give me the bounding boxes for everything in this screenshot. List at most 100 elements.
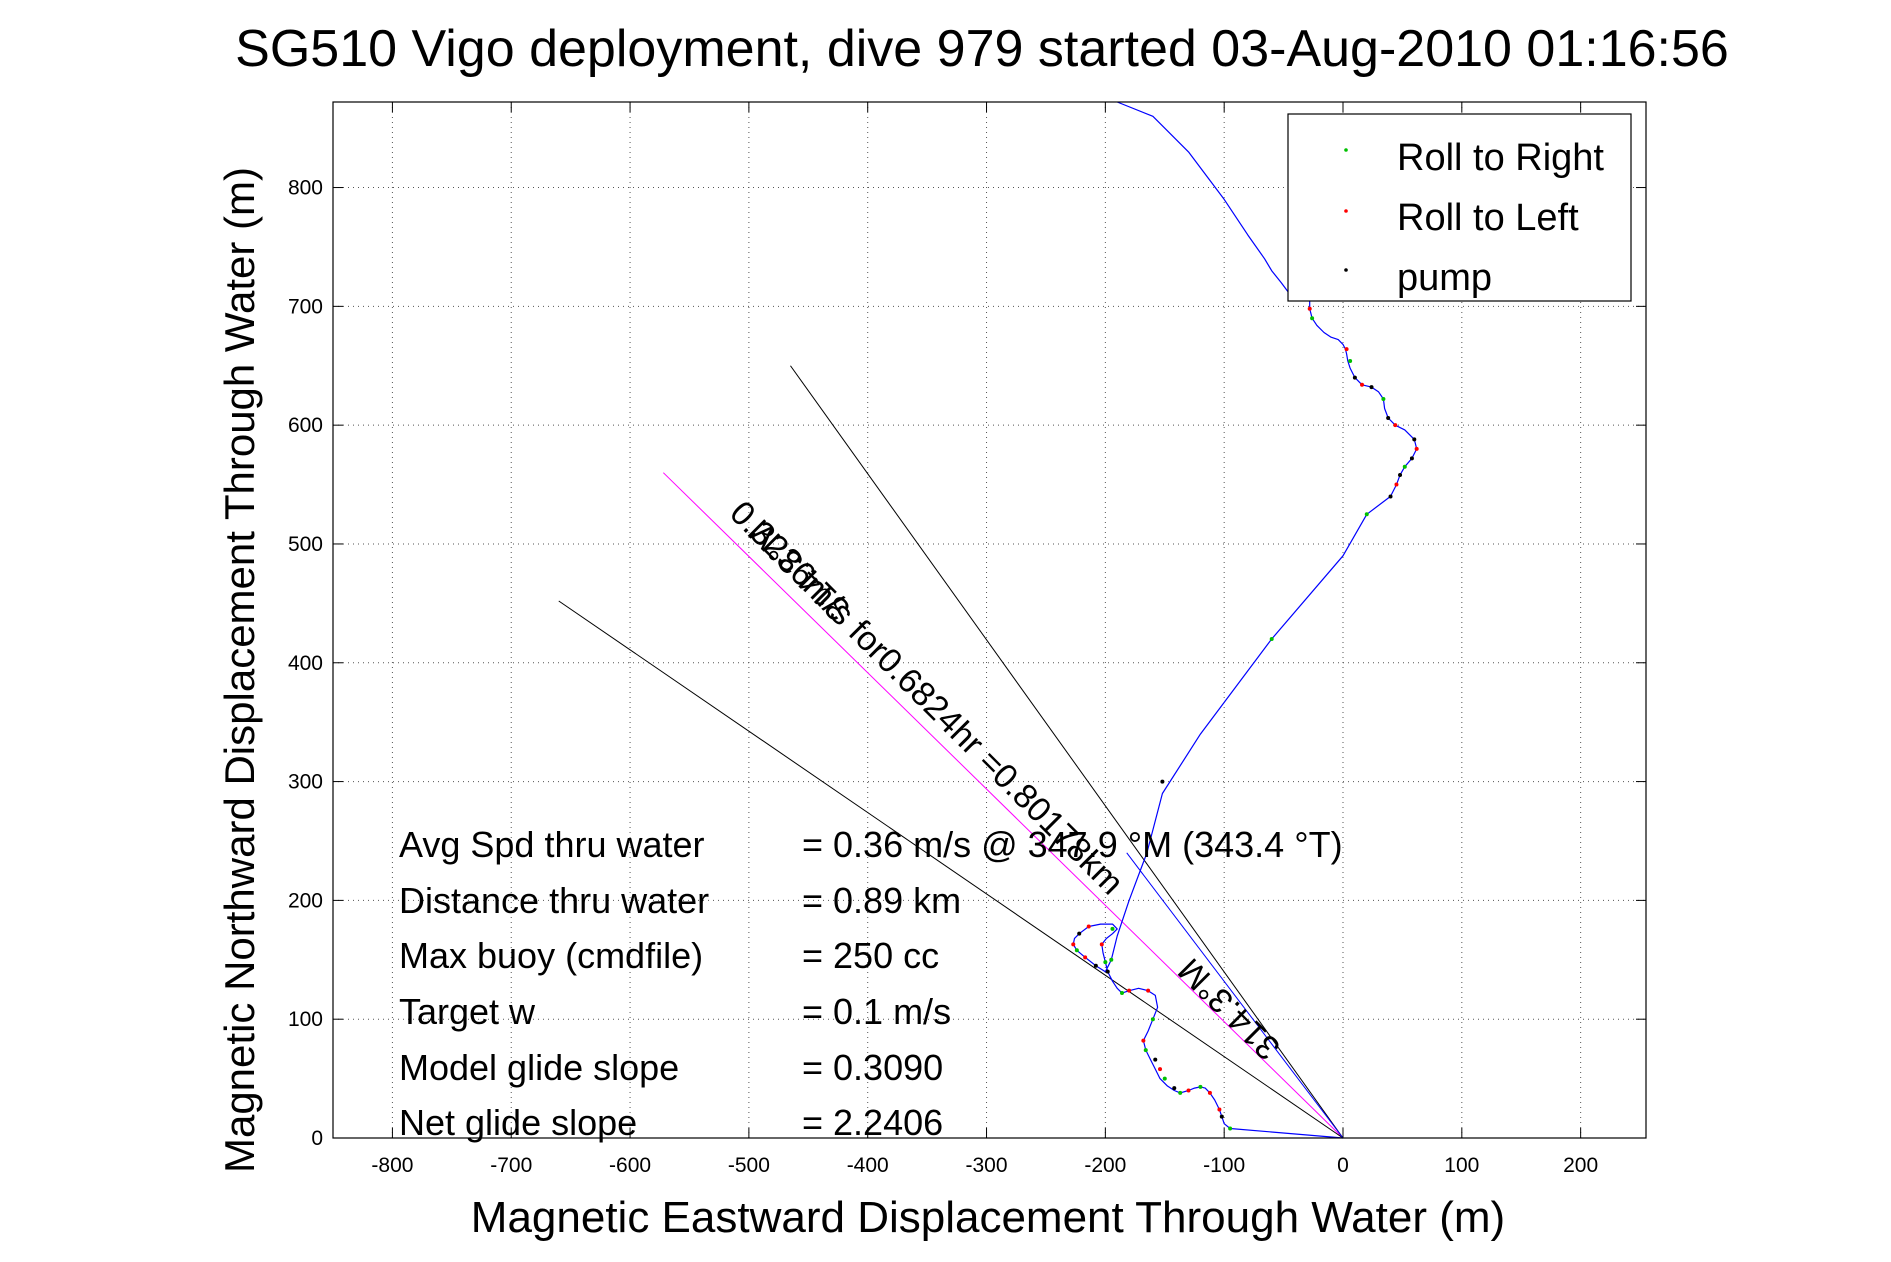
series-point-roll-to-left	[1307, 306, 1312, 311]
stat-value: = 0.89 km	[802, 880, 961, 921]
series-point-pump	[1369, 385, 1374, 390]
legend-marker-pump	[1344, 268, 1348, 272]
series-point-roll-to-right	[1310, 316, 1315, 321]
series-point-pump	[1398, 473, 1403, 478]
series-point-roll-to-right	[1074, 948, 1079, 953]
series-point-roll-to-right	[1143, 1048, 1148, 1053]
heading-line-upper-bound	[790, 365, 1344, 1139]
heading-line-lower-bound	[558, 600, 1344, 1139]
x-tick-label: -300	[966, 1154, 1008, 1177]
y-tick-label: 400	[288, 652, 323, 675]
stat-label: Avg Spd thru water	[399, 824, 705, 865]
series-point-pump	[1105, 969, 1110, 974]
stat-value: = 250 cc	[802, 935, 939, 976]
chart-title: SG510 Vigo deployment, dive 979 started …	[235, 20, 1729, 78]
series-point-pump	[1352, 375, 1357, 380]
series-point-pump	[1160, 779, 1165, 784]
y-tick-label: 800	[288, 177, 323, 200]
series-point-roll-to-left	[1207, 1090, 1212, 1095]
series-point-roll-to-right	[1178, 1090, 1183, 1095]
series-point-roll-to-left	[1217, 1107, 1222, 1112]
series-point-roll-to-right	[1162, 1076, 1167, 1081]
series-point-roll-to-left	[1071, 942, 1076, 947]
y-tick-label: 300	[288, 771, 323, 794]
heading-lines	[558, 365, 1344, 1139]
series-point-roll-to-right	[1119, 991, 1124, 996]
series-point-roll-to-right	[1269, 637, 1274, 642]
x-axis-label: Magnetic Eastward Displacement Through W…	[471, 1193, 1505, 1242]
stats-block: Avg Spd thru water = 0.36 m/s @ 347.9 °M…	[399, 824, 1343, 1143]
series-point-roll-to-right	[1109, 957, 1114, 962]
x-tick-label: -400	[847, 1154, 889, 1177]
y-tick-label: 100	[288, 1008, 323, 1031]
series-point-pump	[1077, 931, 1082, 936]
series-point-pump	[1093, 963, 1098, 968]
series-point-pump	[1153, 1057, 1158, 1062]
x-tick-label: -600	[609, 1154, 651, 1177]
series-point-roll-to-left	[1083, 955, 1088, 960]
stat-value: = 0.36 m/s @ 347.9 °M (343.4 °T)	[802, 824, 1343, 865]
series-point-roll-to-right	[1402, 464, 1407, 469]
x-axis-ticks: -800 -700 -600 -500 -400 -300 -200 -100 0 100 200	[371, 102, 1598, 1177]
series-point-roll-to-left	[1186, 1088, 1191, 1093]
series-point-pump	[1388, 494, 1393, 499]
series-point-roll-to-left	[1099, 942, 1104, 947]
series-point-roll-to-right	[1348, 359, 1353, 363]
series-point-roll-to-left	[1146, 988, 1151, 993]
legend-label-roll-left: Roll to Left	[1397, 197, 1579, 239]
x-tick-label: 100	[1444, 1154, 1479, 1177]
heading-line-depth-averaged-current	[662, 472, 1344, 1139]
series-point-pump	[1412, 437, 1417, 442]
legend-marker-roll-right	[1344, 148, 1348, 152]
series-point-roll-to-left	[1158, 1067, 1163, 1072]
x-tick-label: -700	[490, 1154, 532, 1177]
y-tick-label: 700	[288, 295, 323, 318]
series-point-roll-to-left	[1086, 924, 1091, 929]
series-point-pump	[1172, 1086, 1177, 1091]
y-tick-label: 200	[288, 889, 323, 912]
series-point-roll-to-right	[1228, 1126, 1233, 1131]
series-point-roll-to-left	[1394, 482, 1399, 487]
series-point-roll-to-left	[1344, 347, 1349, 352]
x-tick-label: -800	[371, 1154, 413, 1177]
series-point-roll-to-right	[1110, 926, 1115, 931]
y-axis-label: Magnetic Northward Displacement Through …	[216, 167, 263, 1173]
stat-label: Model glide slope	[399, 1047, 679, 1088]
legend-label-pump: pump	[1397, 257, 1492, 299]
stat-value: = 2.2406	[802, 1102, 943, 1143]
series-point-pump	[1219, 1114, 1224, 1119]
series-point-roll-to-right	[1198, 1084, 1203, 1089]
series-point-roll-to-left	[1414, 446, 1419, 451]
series	[1071, 101, 1419, 1139]
series-point-roll-to-right	[1103, 960, 1108, 965]
x-tick-label: 200	[1563, 1154, 1598, 1177]
series-point-roll-to-right	[1150, 1017, 1155, 1022]
y-tick-label: 500	[288, 533, 323, 556]
series-point-pump	[1409, 456, 1414, 461]
y-tick-label: 600	[288, 414, 323, 437]
legend-marker-roll-left	[1344, 209, 1348, 213]
x-tick-label: 0	[1337, 1154, 1349, 1177]
series-point-roll-to-right	[1381, 397, 1386, 402]
x-tick-label: -500	[728, 1154, 770, 1177]
heading-line-upper-bound-blue	[1126, 852, 1344, 1139]
stat-label: Target w	[399, 991, 536, 1032]
x-tick-label: -200	[1084, 1154, 1126, 1177]
series-point-roll-to-left	[1127, 988, 1132, 993]
y-axis-ticks: 0 100 200 300 400 500 600 700 800	[288, 177, 1646, 1150]
stat-value: = 0.3090	[802, 1047, 943, 1088]
series-point-pump	[1386, 416, 1391, 421]
stat-label: Distance thru water	[399, 880, 709, 921]
x-tick-label: -100	[1203, 1154, 1245, 1177]
legend-label-roll-right: Roll to Right	[1397, 137, 1604, 179]
series-point-roll-to-left	[1141, 1038, 1146, 1043]
series-point-roll-to-right	[1364, 512, 1369, 517]
stat-label: Max buoy (cmdfile)	[399, 935, 703, 976]
stat-label: Net glide slope	[399, 1102, 637, 1143]
y-tick-label: 0	[311, 1127, 323, 1150]
axes-frame	[332, 101, 1647, 1139]
series-point-roll-to-left	[1393, 423, 1398, 428]
series-point-roll-to-left	[1360, 382, 1365, 387]
legend: Roll to Right Roll to Left pump	[1287, 113, 1632, 302]
